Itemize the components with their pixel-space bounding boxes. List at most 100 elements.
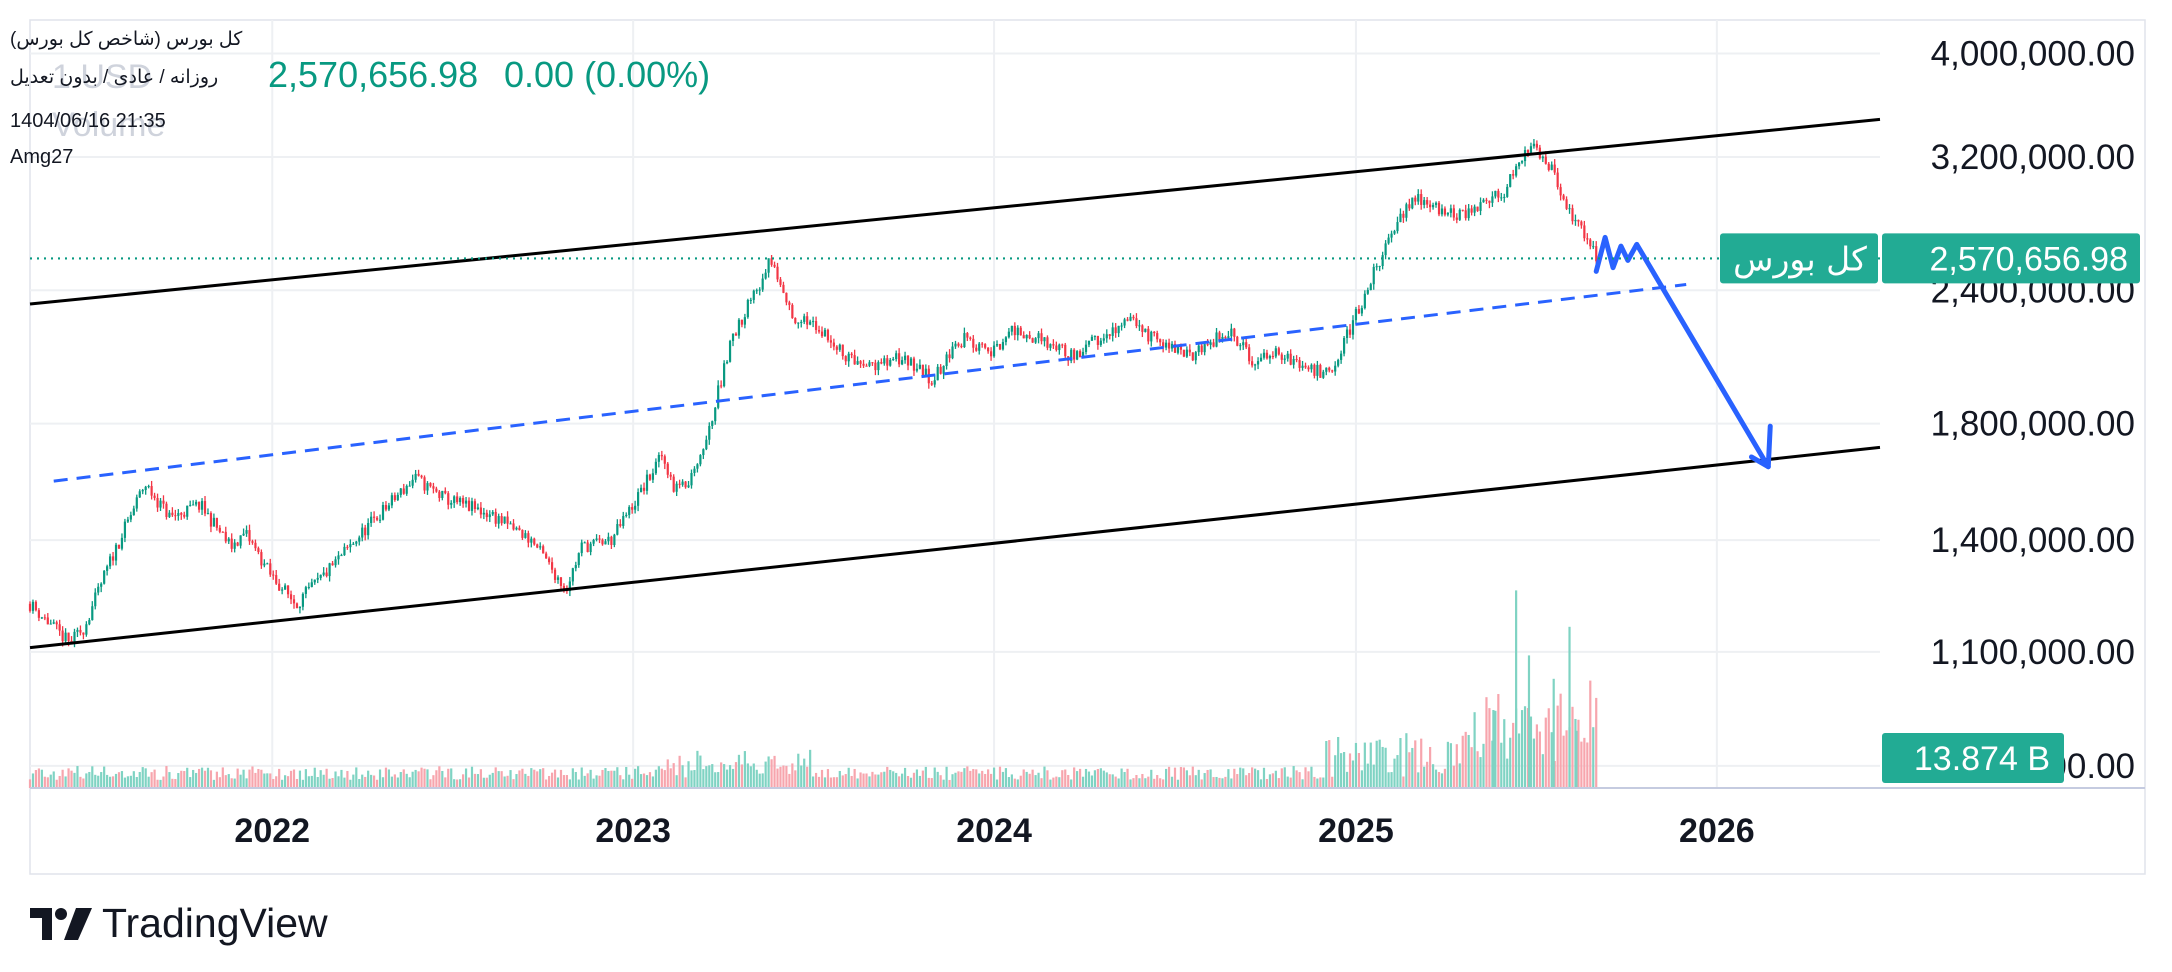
trendline-upper-channel[interactable] xyxy=(29,117,1881,306)
volume-bar xyxy=(491,772,494,788)
volume-bar xyxy=(1004,768,1008,788)
candle-body xyxy=(429,483,432,487)
candle-body xyxy=(785,292,788,303)
projection-path[interactable] xyxy=(1593,234,1771,470)
volume-bar xyxy=(1277,778,1280,788)
candle-body xyxy=(524,533,527,538)
candle-body xyxy=(601,539,604,545)
volume-bar xyxy=(1280,768,1283,788)
candle-body xyxy=(1105,334,1108,339)
projection-drawing[interactable] xyxy=(1593,234,1773,470)
candle-body xyxy=(1271,356,1274,358)
volume-bar xyxy=(1025,771,1028,788)
candle-body xyxy=(583,542,586,544)
candle-body xyxy=(1375,266,1378,268)
candle-body xyxy=(506,516,509,524)
symbol-title[interactable]: کل بورس (شاخص کل بورس) xyxy=(10,29,243,50)
price-axis[interactable]: 4,000,000.003,200,000.002,400,000.001,80… xyxy=(1931,35,2135,786)
volume-bar xyxy=(1105,772,1108,788)
candle-body xyxy=(186,505,189,517)
volume-bar xyxy=(859,772,862,788)
volume-bar xyxy=(34,770,38,788)
candle-body xyxy=(1553,164,1556,173)
candle-body xyxy=(1111,327,1114,336)
candle-body xyxy=(571,568,574,582)
candle-body xyxy=(1464,210,1467,219)
candle-body xyxy=(1372,266,1375,285)
volume-bar xyxy=(1129,779,1132,788)
volume-bar xyxy=(1408,752,1411,788)
volume-bar xyxy=(951,774,954,788)
candle-body xyxy=(809,321,812,325)
candle-body xyxy=(1034,338,1037,343)
volume-bar xyxy=(877,774,880,788)
volume-bar xyxy=(1114,776,1117,788)
price-tick-label: 1,400,000.00 xyxy=(1931,521,2135,560)
interval-label[interactable]: روزانه / عادی / بدون تعدیل xyxy=(10,67,219,88)
volume-bar xyxy=(1251,767,1254,788)
candle-body xyxy=(37,610,40,618)
candle-body xyxy=(141,490,144,492)
volume-bar xyxy=(853,768,856,788)
candle-body xyxy=(123,521,127,538)
volume-bar xyxy=(103,766,106,788)
volume-bar xyxy=(1357,753,1361,788)
volume-bar xyxy=(764,761,767,788)
volume-bar xyxy=(909,777,913,788)
candle-body xyxy=(316,577,319,580)
volume-bar xyxy=(435,770,438,788)
volume-bar xyxy=(794,770,797,788)
volume-bar xyxy=(49,774,52,788)
candle-body xyxy=(675,483,678,492)
volume-bar xyxy=(711,764,714,788)
candle-body xyxy=(631,507,634,510)
volume-bar xyxy=(1583,737,1586,788)
candle-body xyxy=(1262,352,1266,358)
volume-bar xyxy=(1034,775,1037,788)
candle-body xyxy=(1345,329,1349,338)
time-axis[interactable]: 2022 2023 2024 2025 2026 xyxy=(234,812,1754,850)
candle-body xyxy=(1506,186,1509,197)
volume-bar xyxy=(1544,717,1547,788)
candle-body xyxy=(1559,187,1562,196)
volume-bar xyxy=(601,769,604,788)
volume-bar xyxy=(1286,776,1289,788)
candle-body xyxy=(1378,266,1381,268)
trendline-mid-channel[interactable] xyxy=(53,283,1687,483)
candle-body xyxy=(820,331,824,337)
volume-bar xyxy=(334,771,337,788)
author-name[interactable]: Amg27 xyxy=(10,146,74,168)
candle-body xyxy=(642,487,646,491)
candle-body xyxy=(91,606,94,621)
volume-bar xyxy=(488,774,491,788)
volume-bar xyxy=(539,769,542,788)
candle-body xyxy=(1277,348,1280,355)
volume-bar xyxy=(1028,773,1031,788)
volume-bar xyxy=(1179,767,1183,788)
volume-bar xyxy=(1431,764,1435,788)
volume-bar xyxy=(782,765,785,788)
candle-body xyxy=(1476,206,1479,211)
volume-bar xyxy=(429,779,432,788)
projection-arrowhead[interactable] xyxy=(1748,423,1773,470)
volume-bar xyxy=(1087,771,1091,788)
candle-body xyxy=(408,485,411,487)
tradingview-brand[interactable]: TradingView xyxy=(30,900,328,947)
candle-body xyxy=(672,476,675,492)
candle-body xyxy=(147,486,150,488)
trendline-lower-channel[interactable] xyxy=(29,445,1881,650)
volume-bar xyxy=(533,769,536,788)
volume-bar xyxy=(1532,738,1536,788)
candle-body xyxy=(767,258,770,273)
volume-bar xyxy=(1437,772,1441,788)
volume-bar xyxy=(153,769,156,788)
volume-bar xyxy=(648,772,652,788)
candle-body xyxy=(1165,342,1168,348)
volume-bar xyxy=(903,767,907,788)
trendlines[interactable] xyxy=(29,117,1881,650)
volume-bar xyxy=(737,754,741,788)
volume-bar xyxy=(761,773,764,788)
candle-body xyxy=(1556,172,1559,188)
candle-body xyxy=(444,490,447,494)
